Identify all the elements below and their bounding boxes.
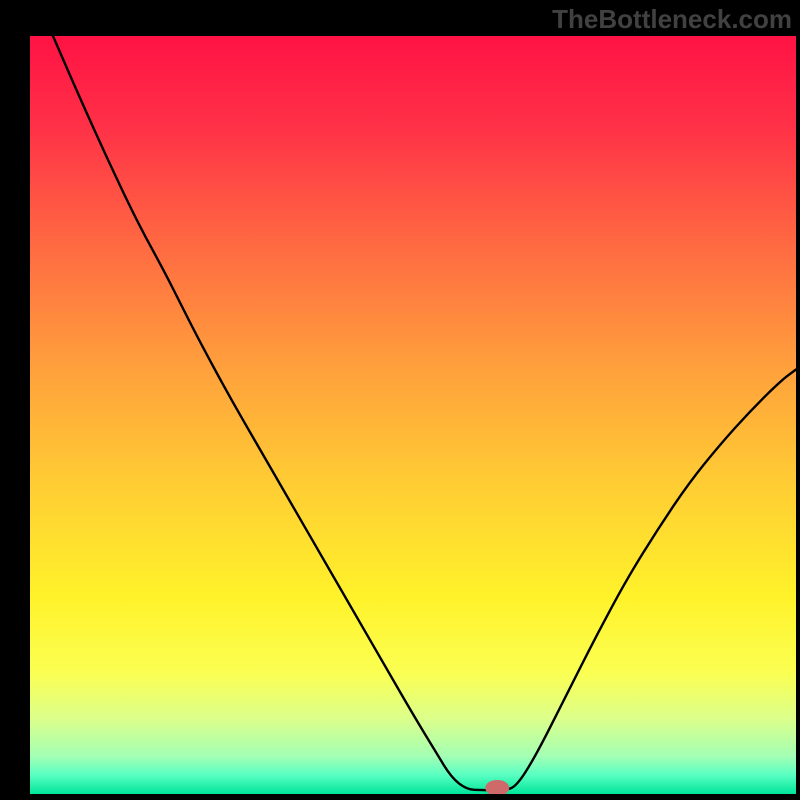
plot-area — [30, 36, 796, 794]
heat-gradient-background — [30, 36, 796, 794]
chart-root: { "meta": { "watermark": "TheBottleneck.… — [0, 0, 800, 800]
watermark-text: TheBottleneck.com — [552, 4, 792, 35]
